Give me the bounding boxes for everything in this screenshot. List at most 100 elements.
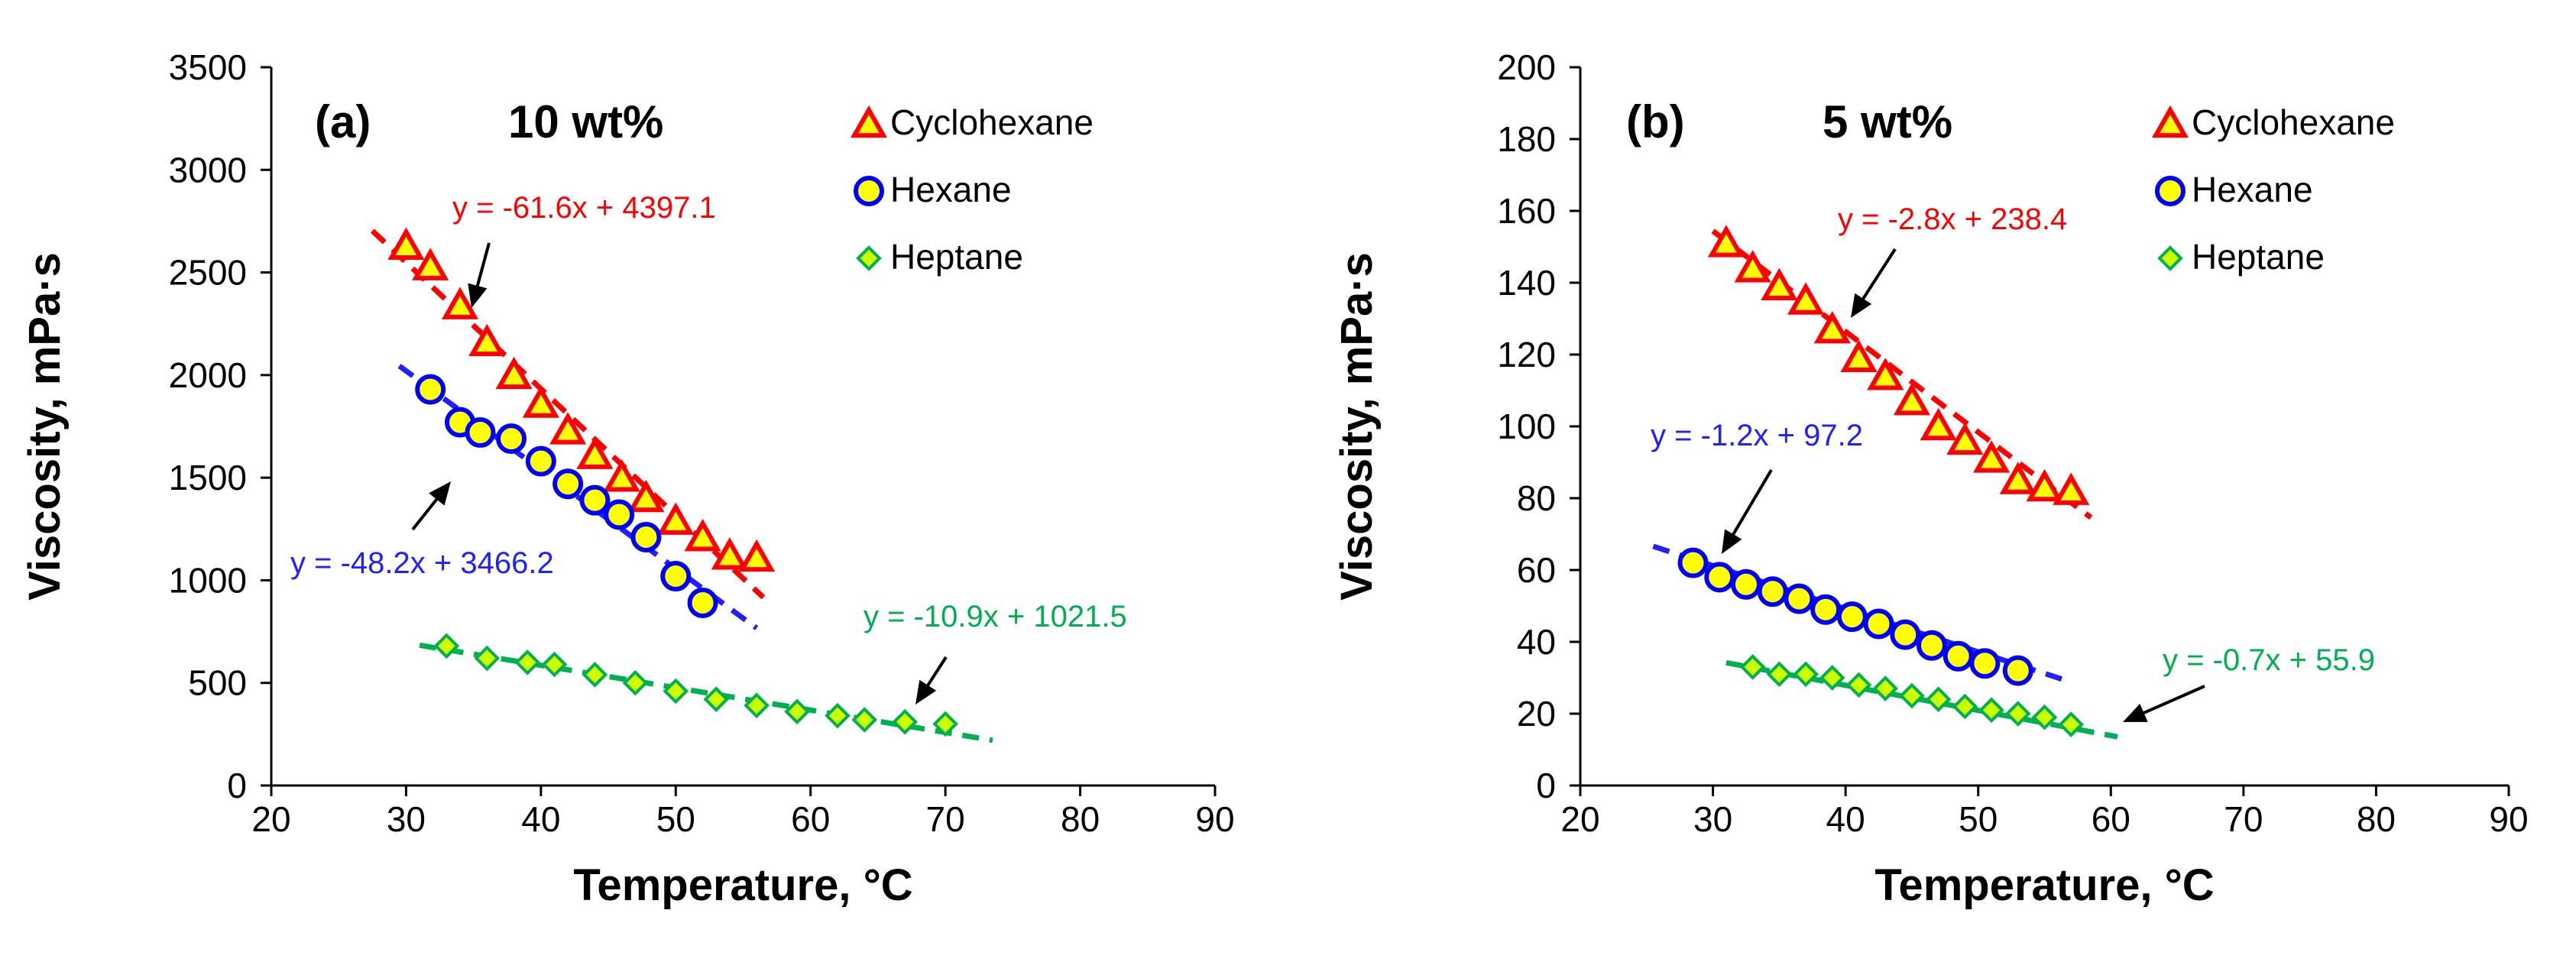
x-tick-label-a: 80	[1061, 799, 1100, 839]
annotation-arrow-cyclohexane-b-head	[1851, 293, 1872, 318]
y-tick-label-b: 0	[1536, 766, 1556, 805]
data-point-cyclohexane-b	[1840, 339, 1878, 372]
data-point-hexane-b	[1836, 601, 1868, 633]
x-tick-label-a: 60	[791, 799, 830, 839]
data-point-cyclohexane-b	[1813, 311, 1851, 344]
data-point-cyclohexane-b	[1707, 225, 1745, 258]
data-point-hexane-a	[525, 445, 556, 477]
data-point-hexane-b	[2002, 655, 2033, 686]
data-point-heptane-b	[1793, 661, 1819, 688]
data-point-heptane-b	[1899, 682, 1925, 709]
legend-marker-hexane-a	[854, 176, 884, 206]
y-tick-label-b: 180	[1497, 119, 1556, 159]
data-point-hexane-b	[1863, 608, 1894, 640]
y-tick-label-a: 1500	[169, 458, 247, 497]
annotation-arrow-heptane-b-head	[2123, 704, 2148, 722]
data-point-hexane-a	[579, 484, 611, 516]
data-point-cyclohexane-b	[2053, 472, 2090, 505]
legend-label-hexane-b: Hexane	[2192, 170, 2313, 209]
x-tick-label-b: 70	[2224, 799, 2263, 839]
x-tick-label-b: 30	[1693, 799, 1732, 839]
annotation-arrow-cyclohexane-a-head	[468, 283, 488, 308]
data-point-cyclohexane-a	[627, 479, 665, 513]
y-tick-label-b: 80	[1517, 478, 1556, 518]
data-point-hexane-b	[1757, 576, 1788, 607]
data-point-hexane-a	[604, 499, 635, 530]
y-tick-label-a: 2000	[169, 355, 247, 395]
legend-marker-hexane-b	[2155, 176, 2186, 206]
data-point-cyclohexane-b	[1999, 462, 2036, 494]
data-point-cyclohexane-b	[1946, 422, 1984, 455]
data-point-cyclohexane-a	[495, 356, 533, 390]
annotation-arrow-cyclohexane-a-shaft	[475, 242, 491, 287]
data-point-hexane-b	[1969, 648, 2001, 679]
data-point-hexane-b	[1784, 583, 1815, 614]
y-tick-label-b: 100	[1497, 407, 1556, 446]
y-tick-label-a: 500	[188, 663, 247, 703]
fit-line-hexane-a	[397, 364, 759, 630]
data-point-heptane-a	[541, 651, 568, 678]
data-point-heptane-b	[1952, 693, 1978, 720]
legend-label-heptane-b: Heptane	[2192, 237, 2325, 277]
fit-line-cyclohexane-b	[1711, 228, 2093, 520]
data-point-heptane-a	[433, 633, 460, 659]
data-point-cyclohexane-b	[1893, 383, 1930, 416]
x-tick-label-a: 70	[926, 799, 965, 839]
annotation-arrow-heptane-b-shaft	[2143, 685, 2205, 714]
data-point-hexane-b	[1677, 547, 1709, 578]
fit-equation-heptane-a: y = -10.9x + 1021.5	[864, 600, 1127, 633]
x-tick-label-b: 80	[2357, 799, 2396, 839]
annotation-arrow-heptane-a-head	[915, 679, 937, 705]
panel-b: 20 30 40 50 60 70 80 90020406080100120140160180…	[1332, 47, 2529, 910]
data-point-cyclohexane-b	[1920, 407, 1957, 441]
data-point-cyclohexane-b	[2026, 468, 2063, 502]
data-point-cyclohexane-a	[657, 502, 695, 535]
data-point-hexane-a	[496, 423, 527, 455]
data-point-cyclohexane-b	[1761, 267, 1798, 300]
y-tick-label-b: 160	[1497, 191, 1556, 231]
data-point-cyclohexane-a	[684, 518, 721, 552]
x-tick-label-a: 40	[521, 799, 560, 839]
fit-equation-hexane-a: y = -48.2x + 3466.2	[290, 546, 554, 580]
data-point-heptane-b	[2004, 701, 2031, 727]
y-tick-label-a: 2500	[169, 253, 247, 293]
data-point-cyclohexane-a	[522, 385, 559, 418]
legend-marker-heptane-a	[856, 245, 882, 271]
y-tick-label-b: 20	[1517, 694, 1556, 734]
data-point-heptane-b	[1819, 665, 1845, 691]
data-point-heptane-b	[1925, 686, 1952, 713]
y-tick-label-a: 0	[227, 766, 247, 805]
y-tick-label-b: 40	[1517, 622, 1556, 662]
data-point-cyclohexane-b	[1973, 440, 2011, 473]
data-point-hexane-b	[1730, 568, 1761, 600]
data-point-cyclohexane-a	[576, 436, 614, 469]
y-tick-label-a: 1000	[169, 560, 247, 600]
y-axis-label-a: Viscosity, mPa·s	[20, 252, 70, 601]
data-point-heptane-a	[784, 698, 810, 725]
data-point-heptane-b	[1766, 661, 1793, 688]
legend-marker-cyclohexane-a	[850, 105, 888, 138]
data-point-cyclohexane-a	[468, 323, 506, 357]
data-point-heptane-a	[622, 669, 649, 696]
y-axis-label-b: Viscosity, mPa·s	[1332, 252, 1382, 601]
y-tick-label-b: 60	[1517, 550, 1556, 590]
x-tick-label-b: 20	[1560, 799, 1599, 839]
data-point-heptane-a	[703, 686, 730, 713]
data-point-hexane-a	[630, 522, 662, 553]
x-axis-label-b: Temperature, °C	[1874, 860, 2214, 910]
data-point-heptane-b	[1978, 697, 2004, 724]
x-axis-label-a: Temperature, °C	[573, 860, 912, 910]
data-point-heptane-a	[514, 649, 541, 675]
annotation-arrow-cyclohexane-b-shaft	[1862, 248, 1897, 300]
data-point-heptane-a	[744, 692, 770, 719]
y-tick-label-b: 200	[1497, 47, 1556, 87]
data-point-cyclohexane-a	[738, 539, 776, 572]
annotation-arrow-heptane-a-shaft	[926, 656, 948, 686]
data-point-hexane-b	[1916, 630, 1947, 661]
data-point-cyclohexane-a	[387, 227, 425, 260]
annotation-arrow-hexane-a-shaft	[411, 498, 438, 531]
data-point-hexane-a	[660, 561, 692, 592]
legend-label-cyclohexane-b: Cyclohexane	[2192, 102, 2395, 142]
data-point-cyclohexane-a	[603, 459, 640, 492]
